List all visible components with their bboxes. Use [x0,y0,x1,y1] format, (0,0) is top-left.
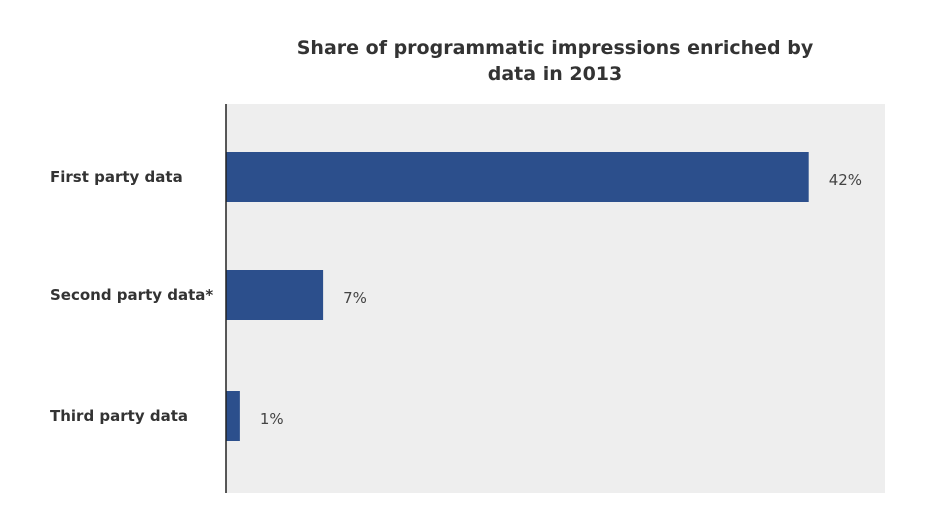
bars-group: First party data 42% Second party data* 7% T… [50,152,862,441]
bar-third-party-data [226,391,240,441]
value-label-third-party-data: 1% [260,410,284,428]
chart-title-line-2: data in 2013 [488,63,622,85]
value-label-first-party-data: 42% [829,171,862,189]
category-label-third-party-data: Third party data [50,407,188,425]
category-label-first-party-data: First party data [50,168,183,186]
category-label-second-party-data: Second party data* [50,286,213,304]
value-label-second-party-data: 7% [343,289,367,307]
bar-first-party-data [226,152,809,202]
chart-title-line-1: Share of programmatic impressions enrich… [297,37,814,59]
bar-second-party-data [226,270,324,320]
